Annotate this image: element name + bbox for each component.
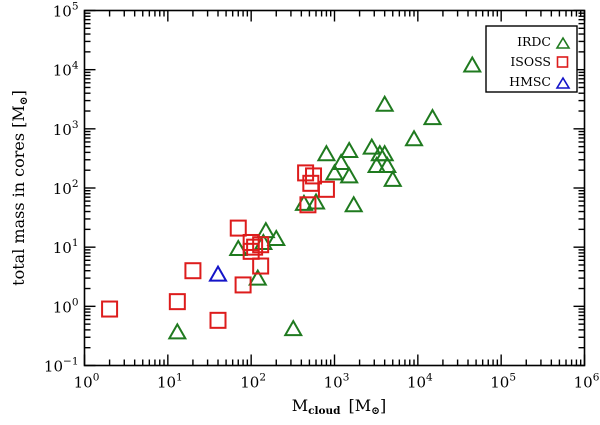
irdc-marker xyxy=(362,137,382,155)
irdc-marker xyxy=(374,144,395,162)
y-axis-label: total mass in cores [M⊙] xyxy=(9,90,30,286)
isoss-marker xyxy=(168,293,186,311)
isoss-marker xyxy=(229,219,247,237)
legend-label-isoss: ISOSS xyxy=(510,54,551,69)
y-tick-label-4: 103 xyxy=(53,119,79,139)
y-tick-label-6: 105 xyxy=(53,1,79,21)
irdc-marker xyxy=(377,155,398,174)
legend-marker-irdc xyxy=(555,36,571,49)
isoss-marker xyxy=(305,167,323,185)
x-axis-label: Mcloud [M⊙] xyxy=(292,396,386,417)
series-irdc xyxy=(167,55,482,340)
legend-marker-isoss xyxy=(556,56,569,68)
y-tick-label-2: 101 xyxy=(53,237,79,257)
x-tick-label-4: 104 xyxy=(407,372,433,392)
y-tick-label-3: 102 xyxy=(53,178,79,198)
irdc-marker xyxy=(343,195,364,213)
tick-labels-layer: 100 101 102 103 104 105 10610−1100101102103104… xyxy=(44,1,600,392)
y-tick-label-0: 10−1 xyxy=(44,356,79,376)
series-isoss xyxy=(101,164,335,329)
irdc-marker xyxy=(256,221,276,239)
isoss-marker xyxy=(299,196,317,214)
legend-label-irdc: IRDC xyxy=(517,34,551,49)
x-tick-label-5: 105 xyxy=(490,372,516,392)
x-tick-label-3: 103 xyxy=(324,372,350,392)
x-tick-label-1: 101 xyxy=(157,372,183,392)
irdc-marker xyxy=(266,229,286,247)
irdc-marker xyxy=(422,108,443,126)
irdc-marker xyxy=(331,152,351,170)
tick-marks-layer xyxy=(83,9,586,367)
irdc-marker xyxy=(248,268,268,286)
irdc-marker xyxy=(167,322,188,340)
x-tick-label-2: 102 xyxy=(240,372,266,392)
irdc-marker xyxy=(404,129,424,147)
markers-layer xyxy=(101,55,482,340)
irdc-marker xyxy=(366,155,387,174)
hmsc-marker xyxy=(208,264,228,282)
isoss-marker xyxy=(184,262,202,280)
isoss-marker xyxy=(252,236,270,254)
irdc-marker xyxy=(462,55,482,73)
isoss-marker xyxy=(209,311,227,329)
irdc-marker xyxy=(339,166,359,184)
irdc-marker xyxy=(283,319,303,337)
isoss-marker xyxy=(234,276,252,294)
irdc-marker xyxy=(339,141,359,159)
y-tick-label-1: 100 xyxy=(53,296,79,316)
isoss-marker xyxy=(317,180,335,198)
isoss-marker xyxy=(101,300,119,318)
series-hmsc xyxy=(208,264,228,282)
x-tick-label-6: 106 xyxy=(574,372,600,392)
legend-marker-hmsc xyxy=(555,76,571,89)
irdc-marker xyxy=(324,163,345,181)
isoss-marker xyxy=(246,238,264,256)
legend-box xyxy=(485,25,578,93)
irdc-marker xyxy=(383,169,403,187)
isoss-marker xyxy=(242,233,260,251)
isoss-marker xyxy=(252,257,270,275)
irdc-marker xyxy=(374,94,395,112)
legend: IRDC ISOSS HMSC xyxy=(485,25,578,93)
legend-label-hmsc: HMSC xyxy=(509,74,551,89)
x-tick-label-0: 100 xyxy=(74,372,100,392)
irdc-marker xyxy=(316,144,337,162)
irdc-marker xyxy=(228,238,248,256)
y-tick-label-5: 104 xyxy=(53,60,79,80)
